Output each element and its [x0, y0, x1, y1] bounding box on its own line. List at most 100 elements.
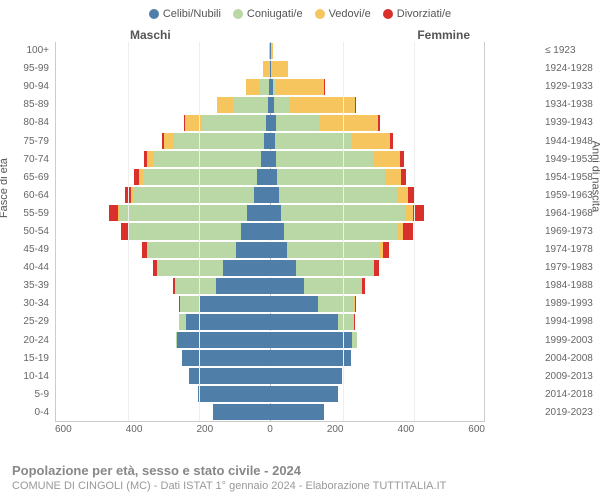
- seg-vedovi: [246, 79, 260, 95]
- male-half: [56, 79, 270, 95]
- male-half: [56, 223, 270, 239]
- age-label: 50-54: [0, 223, 52, 241]
- seg-celibi: [177, 332, 270, 348]
- male-half: [56, 151, 270, 167]
- age-label: 75-79: [0, 132, 52, 150]
- seg-coniugati: [148, 242, 236, 258]
- female-half: [270, 61, 484, 77]
- seg-coniugati: [275, 133, 350, 149]
- seg-coniugati: [318, 296, 354, 312]
- birth-label: 1974-1978: [542, 241, 600, 259]
- seg-celibi: [247, 205, 270, 221]
- seg-celibi: [261, 151, 270, 167]
- seg-celibi: [270, 368, 342, 384]
- male-half: [56, 43, 270, 59]
- seg-coniugati: [130, 223, 241, 239]
- male-half: [56, 368, 270, 384]
- seg-divorziati: [401, 169, 406, 185]
- seg-coniugati: [202, 115, 267, 131]
- birth-label: 1964-1968: [542, 205, 600, 223]
- x-tick: 0: [267, 424, 273, 435]
- seg-vedovi: [217, 97, 233, 113]
- birth-label: 2004-2008: [542, 350, 600, 368]
- seg-celibi: [270, 169, 277, 185]
- birth-label: 1954-1958: [542, 169, 600, 187]
- male-half: [56, 242, 270, 258]
- chart-area: Fasce di età Anni di nascita 100+95-9990…: [0, 42, 600, 442]
- bar-row: [56, 241, 484, 259]
- female-half: [270, 79, 484, 95]
- bar-row: [56, 78, 484, 96]
- seg-vedovi: [406, 205, 413, 221]
- seg-coniugati: [296, 260, 373, 276]
- male-label: Maschi: [130, 28, 171, 42]
- birth-label: 1939-1943: [542, 114, 600, 132]
- birth-label: 1979-1983: [542, 259, 600, 277]
- seg-coniugati: [279, 187, 397, 203]
- seg-coniugati: [276, 151, 373, 167]
- seg-coniugati: [174, 133, 264, 149]
- bar-row: [56, 204, 484, 222]
- bar-row: [56, 259, 484, 277]
- female-half: [270, 43, 484, 59]
- legend-label: Divorziati/e: [397, 8, 451, 20]
- seg-coniugati: [276, 115, 319, 131]
- seg-coniugati: [287, 242, 380, 258]
- rows: [56, 42, 484, 421]
- x-tick: 600: [468, 424, 485, 435]
- seg-celibi: [270, 278, 304, 294]
- age-label: 35-39: [0, 277, 52, 295]
- male-half: [56, 205, 270, 221]
- male-half: [56, 386, 270, 402]
- seg-celibi: [200, 296, 270, 312]
- x-ticks: 6004002000200400600: [55, 424, 485, 435]
- female-half: [270, 404, 484, 420]
- bar-row: [56, 96, 484, 114]
- age-label: 20-24: [0, 332, 52, 350]
- age-label: 90-94: [0, 78, 52, 96]
- legend-label: Coniugati/e: [247, 8, 303, 20]
- male-half: [56, 350, 270, 366]
- male-half: [56, 133, 270, 149]
- female-half: [270, 187, 484, 203]
- age-label: 55-59: [0, 205, 52, 223]
- seg-divorziati: [362, 278, 365, 294]
- seg-vedovi: [385, 169, 401, 185]
- legend-item: Vedovi/e: [315, 8, 371, 20]
- age-label: 70-74: [0, 151, 52, 169]
- female-label: Femmine: [417, 28, 470, 42]
- bar-row: [56, 186, 484, 204]
- female-half: [270, 223, 484, 239]
- seg-celibi: [270, 332, 352, 348]
- male-half: [56, 97, 270, 113]
- grid-line: [128, 42, 129, 421]
- female-half: [270, 115, 484, 131]
- seg-coniugati: [157, 260, 223, 276]
- seg-vedovi: [271, 43, 274, 59]
- birth-label: 1984-1988: [542, 277, 600, 295]
- seg-celibi: [182, 350, 270, 366]
- legend-item: Divorziati/e: [383, 8, 451, 20]
- seg-coniugati: [284, 223, 399, 239]
- age-label: 65-69: [0, 169, 52, 187]
- birth-label: 1959-1963: [542, 187, 600, 205]
- seg-divorziati: [374, 260, 378, 276]
- female-half: [270, 368, 484, 384]
- seg-celibi: [270, 350, 351, 366]
- age-label: 15-19: [0, 350, 52, 368]
- bar-row: [56, 349, 484, 367]
- female-half: [270, 296, 484, 312]
- seg-coniugati: [352, 332, 356, 348]
- bar-row: [56, 313, 484, 331]
- female-half: [270, 97, 484, 113]
- birth-label: 2009-2013: [542, 368, 600, 386]
- seg-vedovi: [319, 115, 378, 131]
- seg-coniugati: [233, 97, 267, 113]
- seg-vedovi: [397, 187, 408, 203]
- male-half: [56, 169, 270, 185]
- seg-vedovi: [373, 151, 400, 167]
- y-right-labels: ≤ 19231924-19281929-19331934-19381939-19…: [542, 42, 600, 422]
- female-half: [270, 278, 484, 294]
- age-label: 40-44: [0, 259, 52, 277]
- male-half: [56, 115, 270, 131]
